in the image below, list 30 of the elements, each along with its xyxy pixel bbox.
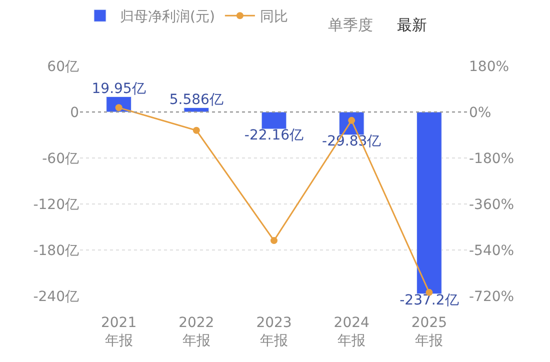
y2-tick-label: -180% (469, 150, 514, 167)
data-label: -22.16亿 (244, 127, 304, 144)
y2-tick-label: 0% (469, 104, 492, 121)
y-tick-label: -60亿 (42, 150, 79, 167)
y2-tick-label: -720% (469, 288, 514, 305)
text: 最新 (397, 16, 427, 34)
y-tick-label: -120亿 (33, 196, 79, 213)
text: 单季度 (328, 16, 373, 34)
x-tick-label: 2021 年报 (100, 315, 137, 350)
y2-tick-label: 180% (469, 58, 510, 75)
point (270, 237, 278, 244)
bar (261, 112, 287, 130)
point (192, 126, 200, 134)
y2-tick-label: -540% (469, 242, 514, 259)
x-tick-label: 2023 年报 (256, 315, 292, 350)
x-tick-label: 2024 年报 (334, 315, 370, 350)
x-tick-label: 2025 年报 (411, 315, 448, 350)
y-tick-label: 60亿 (47, 58, 79, 75)
x-tick-label: 2022 年报 (178, 315, 214, 350)
data-label: 19.95亿 (92, 81, 146, 98)
y-tick-label: -180亿 (33, 242, 79, 259)
y-tick-label: 0 (70, 104, 79, 121)
y-tick-label: -240亿 (33, 288, 79, 305)
data-label: 5.586亿 (169, 92, 224, 108)
legend-label: 归母净利润(元) (120, 9, 215, 26)
bar (184, 107, 210, 112)
legend-label: 同比 (260, 9, 288, 26)
y2-tick-label: -360% (469, 196, 514, 213)
bar (416, 112, 442, 294)
data-label: -237.2亿 (400, 292, 459, 308)
